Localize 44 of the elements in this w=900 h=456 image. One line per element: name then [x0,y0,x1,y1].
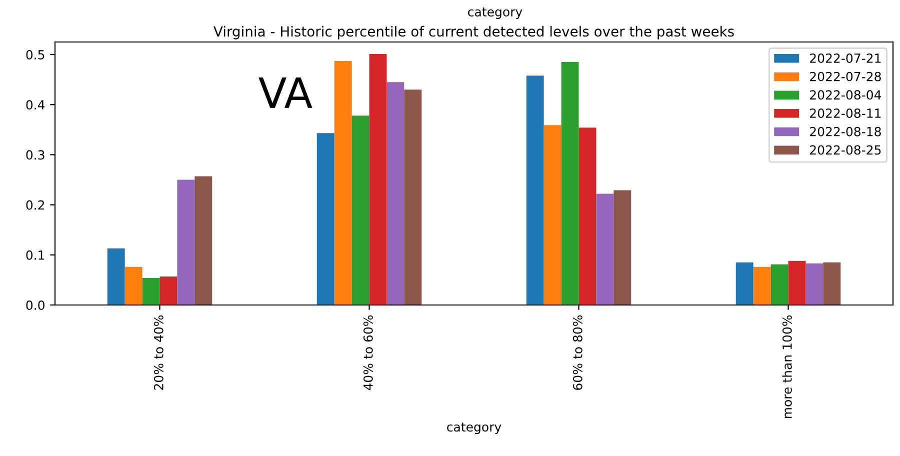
bar [124,266,142,305]
bar [404,90,422,305]
x-tick-label: more than 100% [782,315,792,418]
bar [142,278,160,305]
bar [770,264,788,305]
y-tick-label: 0.2 [26,200,44,210]
bar [526,76,544,305]
bar [544,125,562,305]
y-tick-label: 0.3 [26,150,44,160]
y-tick-label: 0.0 [26,300,44,310]
bar [753,266,771,305]
bar [806,263,824,305]
legend-label: 2022-08-25 [810,145,881,155]
x-tick-label: 20% to 40% [154,315,164,390]
legend-label: 2022-08-18 [810,126,881,136]
bar [614,190,632,305]
y-tick-label: 0.4 [26,100,45,110]
bar [334,61,352,305]
x-axis-title: category [447,422,502,434]
bar [596,194,614,305]
text: category [468,8,522,19]
bar [177,180,195,305]
bar [386,82,404,305]
bar [194,176,212,305]
legend-label: 2022-08-04 [810,90,882,100]
bar [316,133,334,305]
bar [160,276,178,305]
y-tick-label: 0.5 [26,50,44,60]
chart-title: Virginia - Historic percentile of current detected levels over the past weeks [214,26,734,40]
legend-label: 2022-07-21 [810,53,881,63]
legend-label: 2022-07-28 [810,72,881,82]
legend-label: 2022-08-11 [810,108,881,118]
bar [352,116,370,305]
bar [107,248,125,305]
x-tick-label: 60% to 80% [572,315,582,390]
y-tick-label: 0.1 [26,250,44,260]
bar [823,262,841,305]
bar [578,128,596,305]
bar [369,54,387,305]
annotation: VA [258,77,312,108]
bar [561,62,579,305]
bar [788,260,806,305]
bar [736,262,754,305]
x-tick-label: 40% to 60% [363,315,373,390]
